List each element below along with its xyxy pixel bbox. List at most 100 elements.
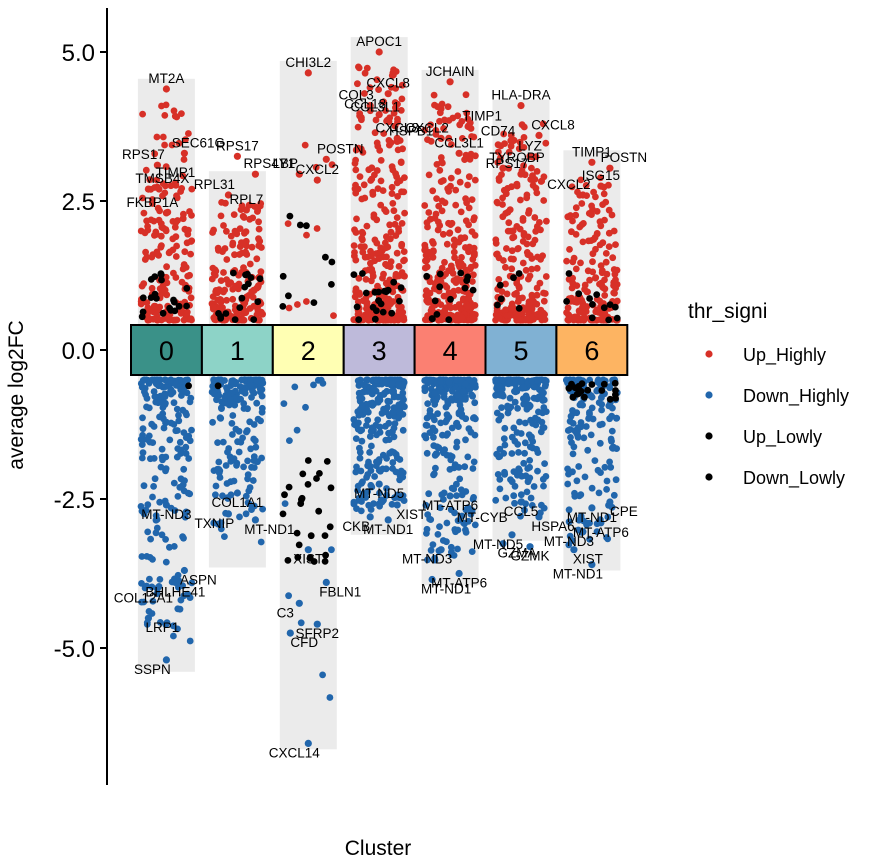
up-highly-point	[240, 239, 248, 247]
up-highly-point	[450, 242, 458, 250]
down-highly-point	[523, 488, 531, 496]
down-lowly-point	[279, 510, 287, 518]
down-highly-point	[462, 526, 469, 534]
down-highly-point	[144, 501, 152, 509]
down-highly-point	[236, 383, 244, 390]
down-highly-point	[368, 442, 375, 450]
down-highly-point	[567, 412, 575, 420]
labeled-gene-point	[375, 480, 383, 488]
down-highly-point	[158, 531, 166, 539]
down-highly-point	[253, 377, 261, 385]
up-lowly-point	[238, 294, 246, 302]
up-highly-point	[503, 290, 511, 298]
down-highly-point	[469, 392, 476, 400]
up-highly-point	[579, 303, 586, 311]
down-highly-point	[445, 378, 453, 386]
up-highly-point	[462, 91, 470, 99]
up-highly-point	[601, 285, 609, 293]
up-highly-point	[520, 144, 528, 151]
down-highly-point	[521, 449, 528, 457]
up-highly-point	[215, 286, 223, 293]
down-highly-point	[448, 424, 456, 432]
up-highly-point	[588, 202, 595, 210]
up-highly-point	[470, 271, 477, 279]
up-highly-point	[471, 176, 479, 184]
up-highly-point	[355, 275, 363, 282]
down-highly-point	[511, 482, 519, 490]
up-highly-point	[284, 220, 292, 228]
up-highly-point	[161, 112, 169, 119]
down-highly-point	[520, 383, 528, 391]
down-highly-point	[569, 420, 577, 427]
up-lowly-point	[217, 314, 225, 322]
labeled-gene-point	[162, 85, 170, 93]
down-highly-point	[147, 455, 154, 463]
up-highly-point	[383, 313, 391, 321]
gene-label: MT-ND1	[567, 510, 617, 525]
down-lowly-point	[611, 379, 619, 387]
down-highly-point	[451, 509, 458, 517]
down-highly-point	[430, 470, 438, 478]
down-highly-point	[162, 467, 169, 475]
up-lowly-point	[153, 295, 160, 302]
up-lowly-point	[322, 253, 329, 261]
up-highly-point	[450, 277, 458, 284]
down-highly-point	[174, 571, 182, 579]
down-highly-point	[454, 545, 461, 553]
down-highly-point	[531, 414, 539, 422]
down-highly-point	[228, 420, 236, 427]
down-highly-point	[166, 543, 173, 551]
down-highly-point	[152, 380, 160, 388]
up-highly-point	[147, 216, 155, 224]
up-highly-point	[452, 186, 460, 194]
up-lowly-point	[423, 272, 431, 280]
down-highly-point	[139, 449, 147, 456]
up-highly-point	[373, 76, 381, 84]
up-highly-point	[454, 168, 462, 175]
down-highly-point	[230, 477, 238, 485]
up-lowly-point	[353, 303, 361, 311]
down-highly-point	[455, 464, 463, 471]
labeled-gene-point	[437, 546, 445, 554]
up-highly-point	[472, 152, 479, 160]
down-highly-point	[607, 463, 615, 471]
down-highly-point	[576, 492, 583, 500]
down-highly-point	[497, 412, 505, 420]
down-highly-point	[526, 457, 534, 464]
up-highly-point	[303, 298, 310, 305]
up-lowly-point	[310, 299, 318, 306]
up-highly-point	[186, 208, 193, 215]
up-lowly-point	[461, 284, 469, 292]
up-highly-point	[454, 226, 462, 234]
down-highly-point	[144, 528, 152, 536]
down-highly-point	[458, 491, 466, 499]
down-highly-point	[569, 407, 576, 414]
up-highly-point	[397, 158, 405, 166]
gene-label: CCL18	[344, 97, 386, 112]
up-highly-point	[421, 202, 429, 209]
up-highly-point	[379, 187, 387, 195]
cluster-label: 5	[513, 336, 528, 366]
down-highly-point	[227, 396, 234, 404]
down-highly-point	[470, 458, 478, 466]
labeled-gene-point	[579, 191, 587, 199]
up-highly-point	[380, 130, 388, 137]
up-highly-point	[368, 277, 375, 285]
up-highly-point	[573, 282, 581, 289]
down-highly-point	[174, 625, 181, 633]
up-highly-point	[221, 245, 229, 252]
down-highly-point	[534, 467, 541, 475]
down-highly-point	[326, 694, 334, 701]
up-highly-point	[367, 259, 374, 267]
up-highly-point	[592, 274, 600, 281]
up-highly-point	[390, 109, 398, 117]
up-highly-point	[159, 180, 167, 188]
down-highly-point	[356, 448, 364, 456]
labeled-gene-point	[455, 149, 463, 157]
up-highly-point	[150, 303, 158, 311]
up-highly-point	[372, 116, 380, 124]
up-highly-point	[608, 211, 616, 219]
down-highly-point	[212, 482, 220, 490]
up-highly-point	[440, 125, 447, 132]
up-highly-point	[354, 123, 362, 131]
